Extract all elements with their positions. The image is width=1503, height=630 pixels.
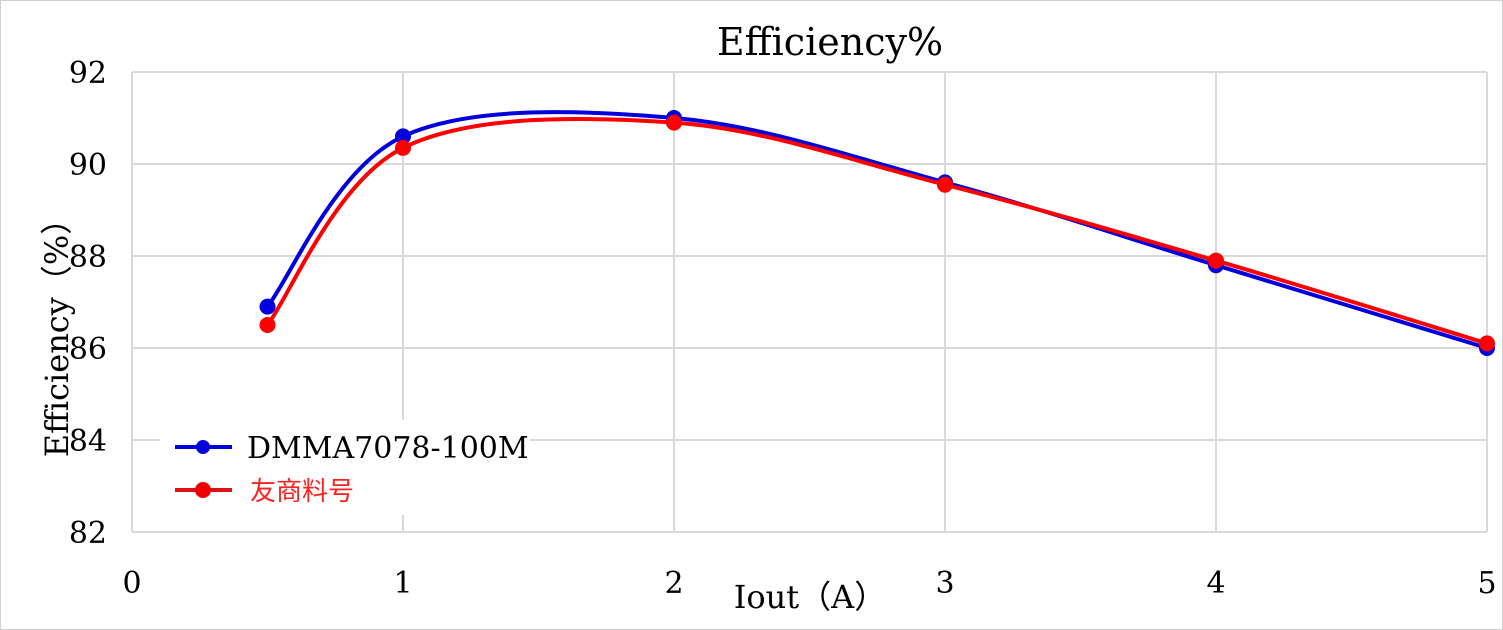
x-axis-label: Iout（A） <box>734 578 887 616</box>
tick-labels: 82 84 86 88 90 92 0 1 2 3 4 5 <box>69 56 1497 601</box>
series-line-1 <box>265 116 1488 346</box>
legend-marker-red <box>195 482 211 498</box>
x-tick-label: 1 <box>393 566 412 601</box>
x-tick-label: 4 <box>1206 566 1225 601</box>
data-point-1 <box>395 139 411 156</box>
legend-marker-blue <box>196 440 210 454</box>
data-point-1 <box>259 317 276 333</box>
y-axis-label: Efficiency（%） <box>38 203 76 457</box>
data-point-1 <box>1208 252 1224 269</box>
y-tick-label: 82 <box>69 516 107 551</box>
y-tick-label: 88 <box>69 240 107 275</box>
data-point-1 <box>1479 335 1495 352</box>
y-tick-label: 84 <box>69 424 107 459</box>
data-point-0 <box>395 128 411 145</box>
y-tick-label: 90 <box>69 148 107 183</box>
legend-background <box>160 420 530 515</box>
data-point-1 <box>666 114 682 131</box>
data-point-1 <box>937 176 953 193</box>
x-tick-label: 5 <box>1477 566 1496 601</box>
series-line-0 <box>265 110 1488 350</box>
chart-title: Efficiency% <box>717 20 943 64</box>
legend-label-competitor: 友商料号 <box>250 477 354 507</box>
grid <box>131 71 1488 533</box>
x-tick-label: 2 <box>664 566 683 601</box>
data-point-0 <box>259 298 276 315</box>
x-tick-label: 3 <box>935 566 954 601</box>
x-tick-label: 0 <box>122 566 141 601</box>
legend-label-dmma: DMMA7078-100M <box>247 431 529 466</box>
y-tick-label: 86 <box>69 332 107 367</box>
legend: DMMA7078-100M 友商料号 <box>160 420 530 515</box>
series-lines <box>259 110 1495 356</box>
y-tick-label: 92 <box>69 56 107 91</box>
